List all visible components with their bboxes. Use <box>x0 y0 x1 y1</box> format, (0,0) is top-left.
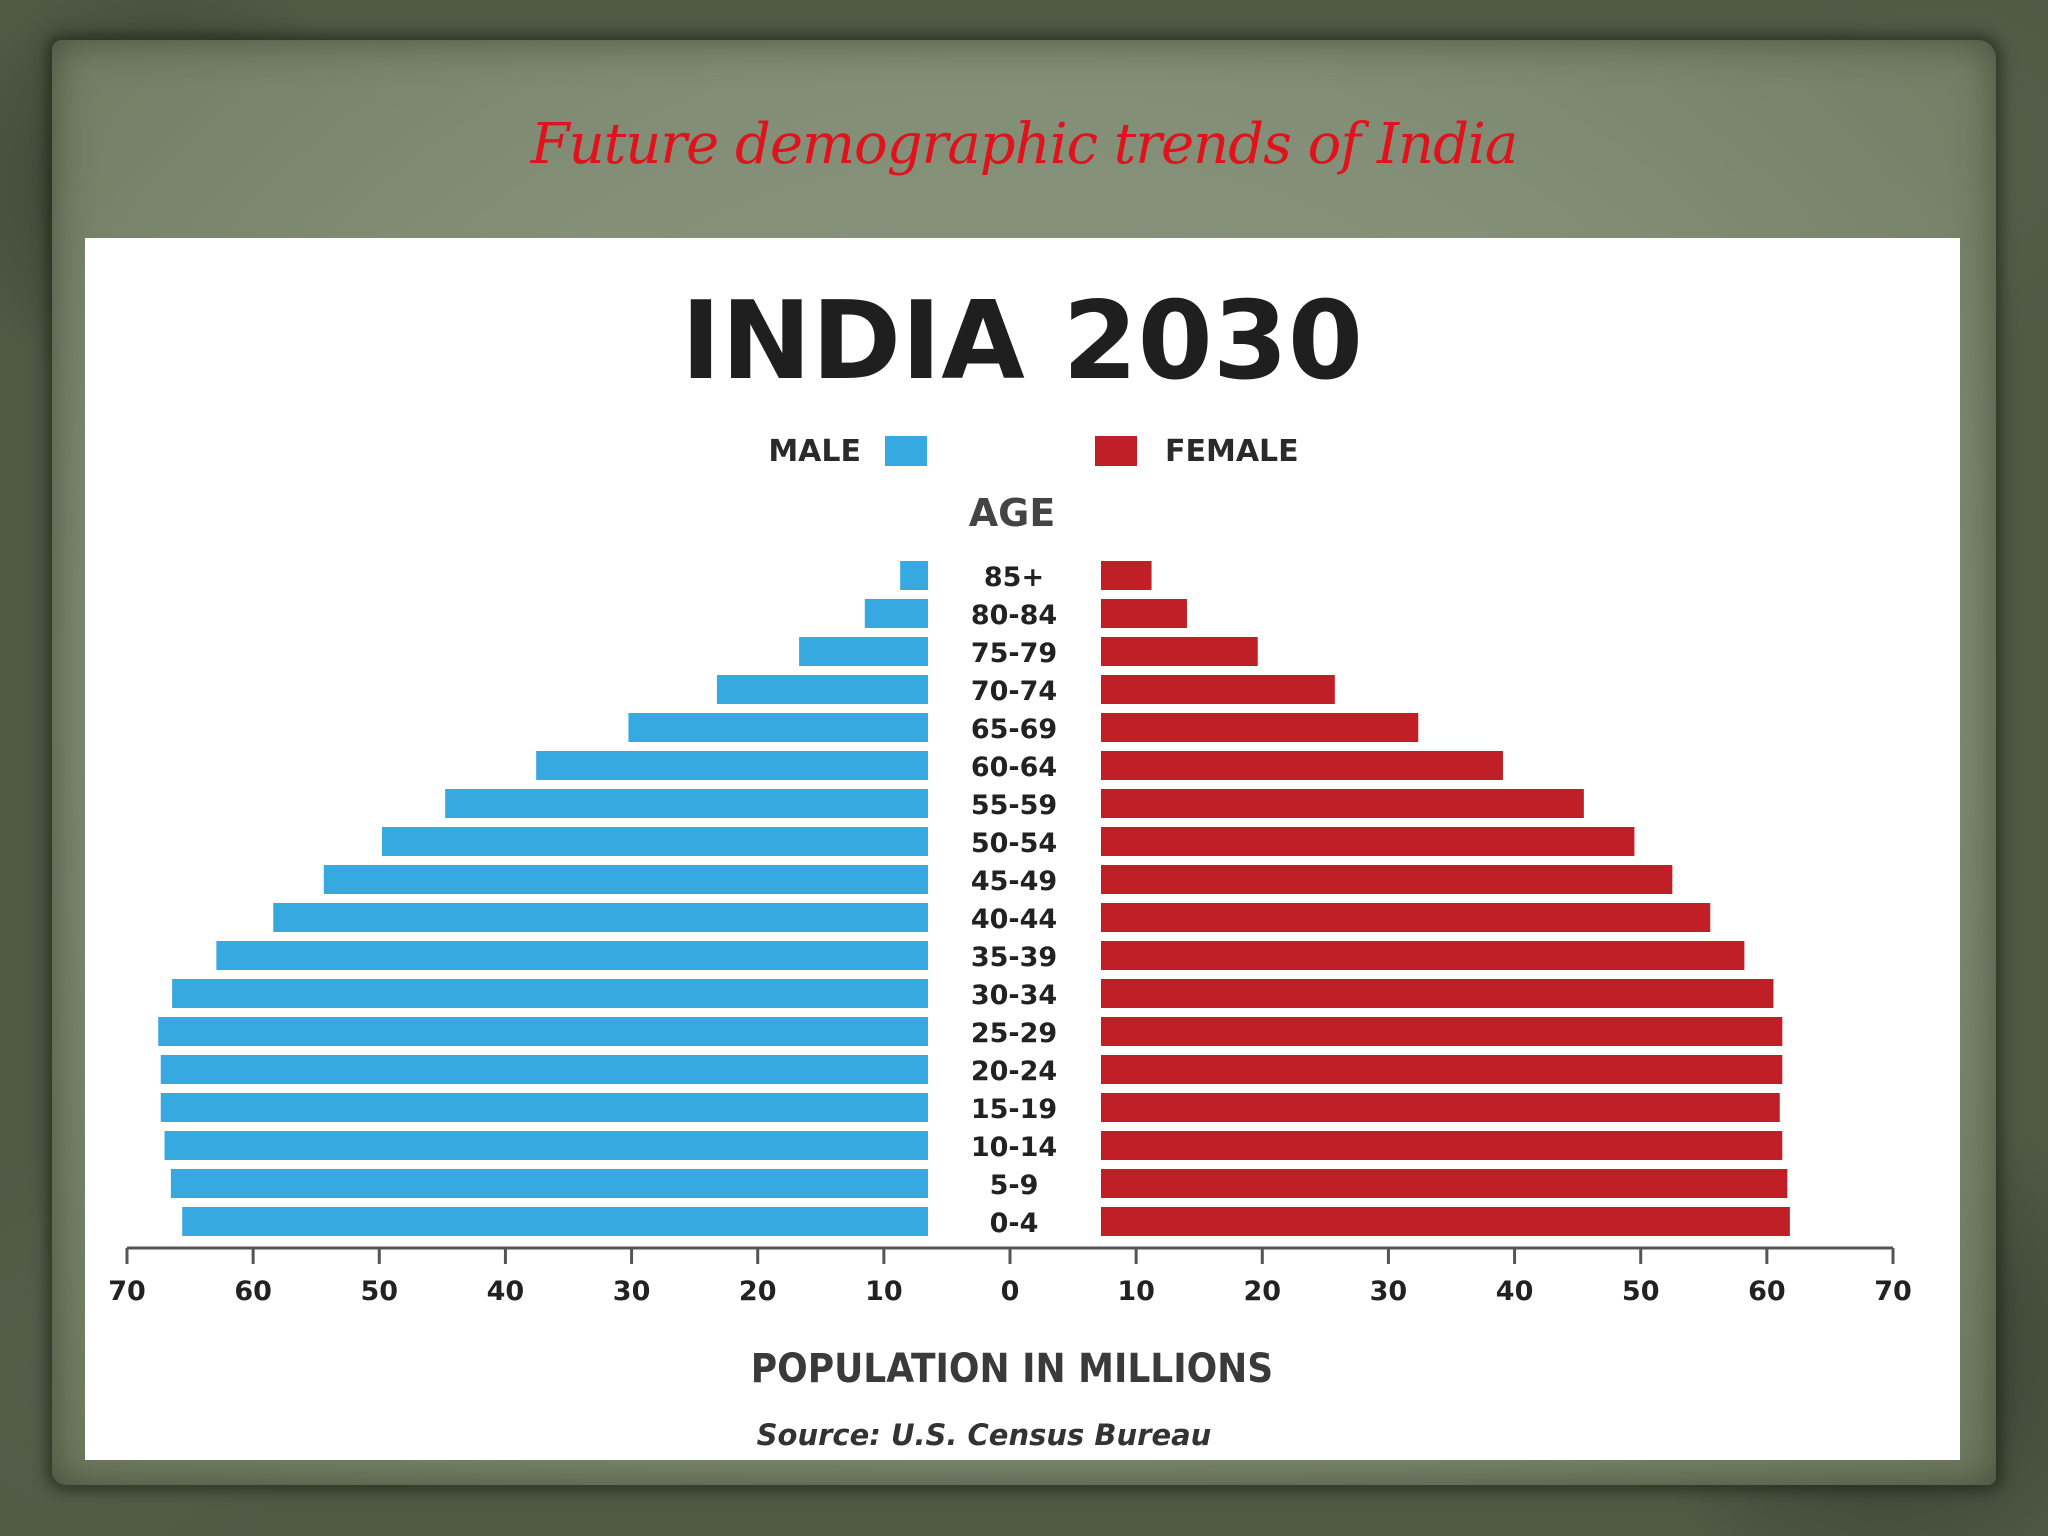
bar-male-65-69 <box>628 713 928 742</box>
bar-female-0-4 <box>1101 1207 1790 1236</box>
age-label: 55-59 <box>971 790 1057 821</box>
bar-male-10-14 <box>164 1131 928 1160</box>
bar-female-15-19 <box>1101 1093 1780 1122</box>
bar-female-5-9 <box>1101 1169 1788 1198</box>
x-axis-title: POPULATION IN MILLIONS <box>751 1346 1273 1392</box>
x-tick-label: 40 <box>487 1276 525 1307</box>
age-label: 75-79 <box>971 638 1057 669</box>
x-tick-label: 60 <box>234 1276 272 1307</box>
age-label: 15-19 <box>971 1094 1057 1125</box>
bar-male-80-84 <box>864 599 928 628</box>
bar-female-45-49 <box>1101 865 1673 894</box>
bar-female-30-34 <box>1101 979 1774 1008</box>
bar-male-85+ <box>900 561 928 590</box>
legend: MALE FEMALE <box>768 434 1298 469</box>
age-label: 25-29 <box>971 1018 1057 1049</box>
female-bars <box>1101 561 1790 1236</box>
bar-female-85+ <box>1101 561 1152 590</box>
bar-female-65-69 <box>1101 713 1419 742</box>
age-label: 60-64 <box>971 752 1057 783</box>
x-tick-label: 50 <box>1622 1276 1660 1307</box>
chart-card: INDIA 2030 MALE FEMALE AGE 85+ 80-84 75-79… <box>85 238 1960 1460</box>
bar-male-70-74 <box>716 675 928 704</box>
bar-male-35-39 <box>216 941 929 970</box>
age-label: 50-54 <box>971 828 1057 859</box>
age-label: 35-39 <box>971 942 1057 973</box>
male-bars <box>158 561 929 1236</box>
x-tick-label: 30 <box>613 1276 651 1307</box>
x-tick-label: 60 <box>1748 1276 1786 1307</box>
x-tick-label: 0 <box>1001 1276 1020 1307</box>
age-label: 0-4 <box>990 1208 1039 1239</box>
x-tick-label: 70 <box>1874 1276 1912 1307</box>
age-label: 85+ <box>984 562 1044 593</box>
bar-female-80-84 <box>1101 599 1187 628</box>
x-tick-label: 50 <box>360 1276 398 1307</box>
x-tick-label: 30 <box>1370 1276 1408 1307</box>
age-label: 30-34 <box>971 980 1057 1011</box>
age-label: 20-24 <box>971 1056 1057 1087</box>
bar-female-60-64 <box>1101 751 1503 780</box>
population-pyramid-chart: INDIA 2030 MALE FEMALE AGE 85+ 80-84 75-79… <box>108 279 1912 1452</box>
x-tick-label: 40 <box>1496 1276 1534 1307</box>
source-note: Source: U.S. Census Bureau <box>757 1418 1212 1452</box>
legend-label-male: MALE <box>768 434 861 469</box>
legend-swatch-female <box>1095 436 1137 466</box>
legend-label-female: FEMALE <box>1165 434 1299 469</box>
x-tick-label: 20 <box>739 1276 777 1307</box>
chart-title: INDIA 2030 <box>681 279 1363 404</box>
bar-female-70-74 <box>1101 675 1335 704</box>
bar-male-60-64 <box>536 751 928 780</box>
age-label: 10-14 <box>971 1132 1057 1163</box>
bar-male-45-49 <box>323 865 928 894</box>
bar-female-50-54 <box>1101 827 1635 856</box>
x-axis: 70 60 50 40 30 20 10 0 10 20 30 40 50 60 70 <box>108 1246 1912 1307</box>
age-label: 45-49 <box>971 866 1057 897</box>
age-label: 65-69 <box>971 714 1057 745</box>
bar-male-25-29 <box>158 1017 928 1046</box>
bar-male-30-34 <box>172 979 928 1008</box>
x-tick-label: 10 <box>1117 1276 1155 1307</box>
bar-female-20-24 <box>1101 1055 1783 1084</box>
bar-female-10-14 <box>1101 1131 1783 1160</box>
age-label: 70-74 <box>971 676 1057 707</box>
bar-male-50-54 <box>381 827 928 856</box>
bar-female-25-29 <box>1101 1017 1783 1046</box>
bar-male-20-24 <box>160 1055 928 1084</box>
age-labels: 85+ 80-84 75-79 70-74 65-69 60-64 55-59 50-54 45… <box>971 562 1057 1239</box>
bar-female-55-59 <box>1101 789 1584 818</box>
age-axis-title: AGE <box>969 491 1056 535</box>
bar-male-40-44 <box>273 903 928 932</box>
age-label: 5-9 <box>990 1170 1039 1201</box>
age-label: 80-84 <box>971 600 1057 631</box>
x-tick-label: 10 <box>865 1276 903 1307</box>
bar-male-5-9 <box>170 1169 928 1198</box>
bar-female-40-44 <box>1101 903 1711 932</box>
slide-title: Future demographic trends of India <box>530 112 1518 177</box>
bar-male-55-59 <box>445 789 928 818</box>
bar-male-75-79 <box>799 637 928 666</box>
bar-male-15-19 <box>160 1093 928 1122</box>
x-tick-label: 20 <box>1243 1276 1281 1307</box>
legend-swatch-male <box>885 436 927 466</box>
bar-female-35-39 <box>1101 941 1745 970</box>
x-tick-label: 70 <box>108 1276 146 1307</box>
bar-female-75-79 <box>1101 637 1258 666</box>
age-label: 40-44 <box>971 904 1057 935</box>
bar-male-0-4 <box>182 1207 928 1236</box>
